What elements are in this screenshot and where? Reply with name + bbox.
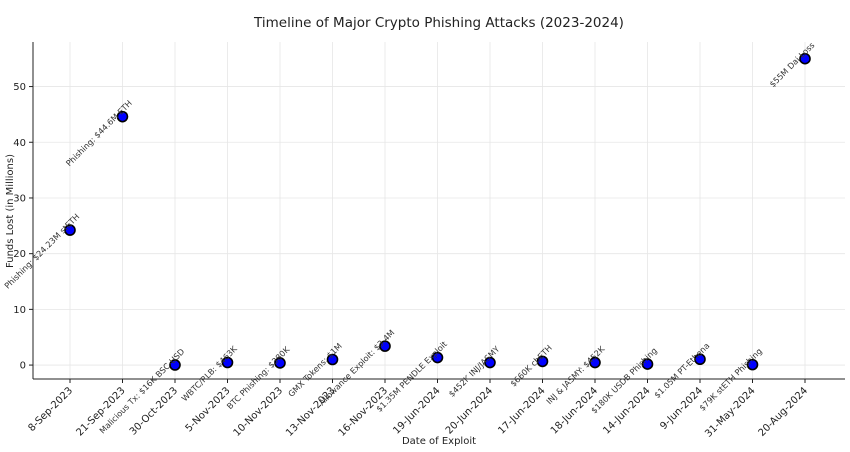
point-annotation: $452K INJ/JASMY	[447, 343, 503, 399]
data-point	[589, 356, 601, 369]
data-point	[326, 353, 339, 366]
point-annotation: Phishing: $44.6M ETH	[64, 98, 134, 168]
y-tick-label: 20	[13, 249, 26, 260]
data-point	[484, 356, 496, 369]
data-point	[169, 359, 181, 371]
data-points	[64, 52, 811, 371]
y-tick-label: 40	[13, 138, 26, 149]
point-annotation: INJ & JASMY: $452K	[544, 343, 607, 406]
point-annotation: $660K cbETH	[508, 343, 554, 389]
data-point	[431, 351, 444, 364]
grid-lines	[33, 42, 845, 379]
data-point	[746, 358, 759, 371]
data-point	[379, 340, 391, 352]
plot-frame	[33, 42, 845, 379]
y-tick-label: 50	[13, 82, 26, 93]
y-tick-label: 30	[13, 193, 26, 204]
data-point	[64, 224, 76, 236]
data-point	[274, 357, 286, 369]
chart-title: Timeline of Major Crypto Phishing Attack…	[253, 15, 624, 31]
data-point	[694, 353, 706, 366]
data-point	[641, 358, 654, 370]
y-tick-label: 0	[20, 361, 26, 372]
data-point	[536, 355, 549, 368]
x-tick-label: 8-Sep-2023	[26, 385, 75, 434]
x-axis-label: Date of Exploit	[402, 436, 476, 447]
data-point	[221, 356, 234, 369]
x-tick-label: 17-Jun-2024	[496, 385, 547, 436]
data-point	[116, 110, 129, 123]
point-annotation: $55M Dai Loss	[767, 40, 816, 89]
y-axis-label: Funds Lost (in Millions)	[5, 154, 16, 268]
data-point	[799, 52, 811, 65]
y-tick-label: 10	[13, 305, 26, 316]
x-tick-label: 20-Aug-2024	[757, 385, 811, 439]
